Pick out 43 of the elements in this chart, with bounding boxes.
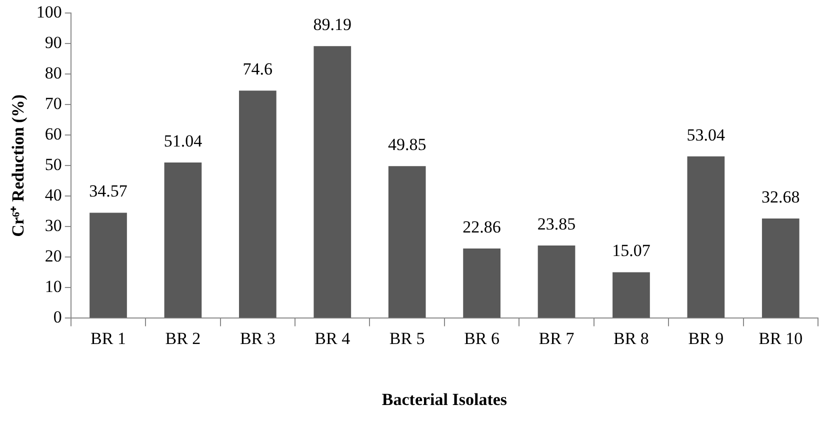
bar [388, 166, 426, 318]
x-tick-label: BR 10 [758, 328, 803, 348]
bar [762, 218, 800, 318]
data-label: 34.57 [89, 182, 128, 201]
x-tick-label: BR 8 [614, 328, 649, 348]
data-label: 15.07 [612, 241, 651, 260]
y-tick-label: 70 [44, 94, 62, 114]
x-tick-label: BR 4 [314, 328, 351, 348]
bar [90, 212, 127, 318]
y-tick-label: 50 [44, 155, 62, 174]
y-tick-label: 60 [44, 124, 62, 144]
y-tick-label: 0 [53, 308, 62, 327]
y-axis-title: Cr⁶⁺ Reduction (%) [8, 94, 28, 237]
y-tick-label: 10 [44, 277, 62, 296]
y-tick-label: 90 [44, 33, 62, 52]
data-label: 22.86 [462, 217, 501, 236]
data-label: 51.04 [164, 131, 203, 150]
bar [687, 156, 725, 318]
y-tick-label: 40 [44, 186, 62, 205]
x-axis-title: Bacterial Isolates [382, 390, 508, 410]
data-label: 49.85 [388, 135, 426, 154]
bar [538, 245, 576, 318]
y-tick-label: 20 [44, 246, 62, 266]
x-tick-label: BR 6 [464, 328, 500, 348]
bar [314, 46, 352, 318]
data-label: 23.85 [537, 214, 576, 234]
x-tick-label: BR 1 [90, 328, 126, 348]
x-tick-label: BR 9 [688, 328, 724, 348]
data-label: 32.68 [762, 187, 800, 206]
bar [463, 248, 500, 318]
x-tick-label: BR 7 [538, 328, 575, 348]
bar [164, 162, 202, 318]
bar [612, 272, 650, 318]
y-tick-label: 80 [44, 64, 62, 83]
data-label: 74.6 [242, 60, 273, 79]
data-label: 53.04 [686, 125, 726, 144]
data-label: 89.19 [313, 15, 352, 34]
x-tick-label: BR 5 [389, 328, 425, 348]
x-tick-label: BR 3 [240, 328, 276, 348]
bar [239, 90, 276, 318]
x-tick-label: BR 2 [165, 328, 201, 348]
y-tick-label: 100 [36, 2, 62, 22]
y-tick-label: 30 [44, 216, 62, 236]
